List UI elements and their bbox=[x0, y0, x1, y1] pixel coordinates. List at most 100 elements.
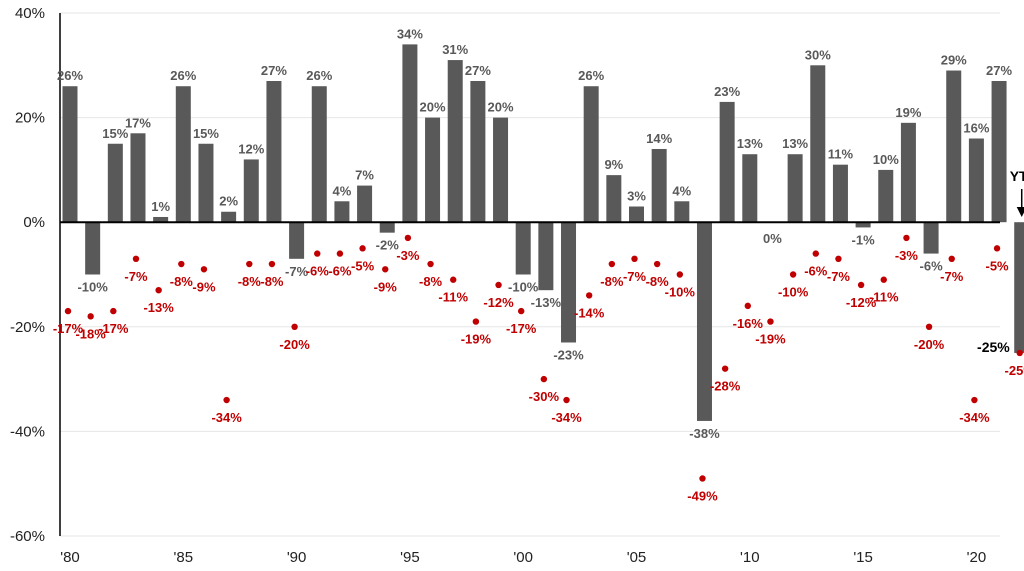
bar bbox=[855, 222, 871, 228]
y-tick-label: 0% bbox=[23, 214, 45, 231]
decline-label: -12% bbox=[483, 295, 514, 310]
bar bbox=[334, 201, 350, 223]
decline-dot bbox=[64, 307, 72, 315]
decline-dot bbox=[563, 396, 570, 404]
bar-value-label: 4% bbox=[672, 183, 691, 198]
decline-label: -9% bbox=[374, 279, 398, 294]
x-axis-ticks: '80 '85 '90 '95 '00 '05 '10 '15 '20 bbox=[60, 549, 986, 566]
bar-value-label: 29% bbox=[941, 53, 967, 68]
decline-label: -13% bbox=[143, 300, 174, 315]
bar bbox=[651, 148, 667, 223]
bar bbox=[266, 80, 282, 223]
x-tick-label: '05 bbox=[627, 549, 647, 566]
bar bbox=[447, 60, 463, 223]
bar bbox=[742, 154, 758, 223]
decline-label: -17% bbox=[506, 321, 537, 336]
y-axis-ticks: 40% 20% 0% -20% -40% -60% bbox=[10, 5, 45, 545]
decline-dot bbox=[1016, 349, 1023, 357]
bar-value-label: 12% bbox=[238, 141, 264, 156]
bar-value-label: 16% bbox=[963, 121, 989, 136]
bar-value-label: 2% bbox=[219, 194, 238, 209]
bar bbox=[130, 133, 146, 223]
decline-label: -10% bbox=[778, 285, 809, 300]
decline-dot bbox=[857, 281, 865, 289]
x-tick-label: '85 bbox=[174, 549, 194, 566]
bar-value-label: 23% bbox=[714, 84, 740, 99]
bar bbox=[538, 222, 554, 291]
decline-dot bbox=[178, 260, 185, 268]
decline-label: -20% bbox=[279, 337, 310, 352]
bar-value-label: 15% bbox=[102, 126, 128, 141]
y-tick-label: -40% bbox=[10, 423, 45, 440]
decline-label: -8% bbox=[600, 274, 624, 289]
decline-dot bbox=[721, 365, 729, 372]
decline-label: -3% bbox=[396, 248, 420, 263]
bar bbox=[493, 117, 509, 223]
annotations: YTD -25% bbox=[977, 168, 1024, 355]
y-tick-label: -60% bbox=[10, 528, 45, 545]
y-tick-label: 20% bbox=[15, 110, 45, 127]
decline-dot bbox=[495, 281, 502, 289]
bar-value-label: 27% bbox=[261, 63, 287, 78]
y-tick-label: -20% bbox=[10, 319, 45, 336]
decline-dot bbox=[948, 255, 955, 263]
decline-label: -8% bbox=[419, 274, 443, 289]
bar bbox=[968, 138, 984, 223]
ytd-arrow-head bbox=[1016, 207, 1024, 217]
decline-label: -11% bbox=[438, 290, 468, 305]
decline-label: -7% bbox=[623, 269, 647, 284]
decline-label: -8% bbox=[646, 274, 670, 289]
decline-label: -19% bbox=[755, 332, 786, 347]
decline-dot bbox=[472, 318, 480, 325]
bar bbox=[878, 169, 894, 223]
bar bbox=[402, 44, 418, 223]
x-tick-label: '15 bbox=[853, 549, 873, 566]
bar bbox=[991, 80, 1007, 223]
decline-label: -8% bbox=[260, 274, 284, 289]
decline-dot bbox=[314, 250, 321, 257]
decline-dot bbox=[744, 302, 751, 310]
bar-value-label: 26% bbox=[306, 68, 332, 83]
bar bbox=[787, 154, 803, 223]
decline-dot bbox=[812, 250, 819, 257]
bar-value-label: -38% bbox=[689, 426, 720, 441]
decline-label: -12% bbox=[846, 295, 877, 310]
bar-value-label: 17% bbox=[125, 115, 151, 130]
decline-dot bbox=[223, 396, 230, 404]
decline-dot bbox=[155, 286, 162, 294]
decline-dot bbox=[132, 255, 140, 263]
bar-value-label: 26% bbox=[170, 68, 196, 83]
decline-label: -49% bbox=[687, 488, 718, 503]
bar-value-label: 20% bbox=[420, 100, 446, 115]
bar bbox=[85, 222, 101, 275]
bar-value-label: -2% bbox=[376, 238, 400, 253]
bar-value-label: 20% bbox=[488, 100, 514, 115]
decline-label: -20% bbox=[914, 337, 945, 352]
bar-value-label: -7% bbox=[285, 264, 309, 279]
bar bbox=[629, 206, 644, 223]
bar bbox=[107, 143, 123, 223]
bar bbox=[696, 222, 712, 421]
bar-value-label: -10% bbox=[77, 280, 108, 295]
decline-label: -5% bbox=[985, 258, 1009, 273]
bar-value-label: -10% bbox=[508, 280, 539, 295]
decline-dot bbox=[631, 255, 638, 263]
decline-label: -28% bbox=[710, 379, 741, 394]
bar-value-label: -23% bbox=[553, 347, 584, 362]
bar-value-label: -1% bbox=[852, 232, 876, 247]
decline-label: -9% bbox=[192, 279, 216, 294]
bar bbox=[583, 86, 599, 223]
decline-dot bbox=[200, 266, 208, 273]
decline-dot bbox=[971, 396, 978, 404]
bar-value-label: 34% bbox=[397, 26, 423, 41]
gridlines bbox=[60, 12, 1000, 537]
decline-dot bbox=[359, 245, 366, 252]
bar bbox=[923, 222, 939, 254]
x-tick-label: '80 bbox=[60, 549, 80, 566]
x-tick-label: '20 bbox=[967, 549, 987, 566]
bar bbox=[719, 101, 735, 223]
bar-value-label: 7% bbox=[355, 168, 374, 183]
ytd-label: YTD bbox=[1010, 168, 1024, 184]
decline-dot bbox=[110, 307, 117, 315]
